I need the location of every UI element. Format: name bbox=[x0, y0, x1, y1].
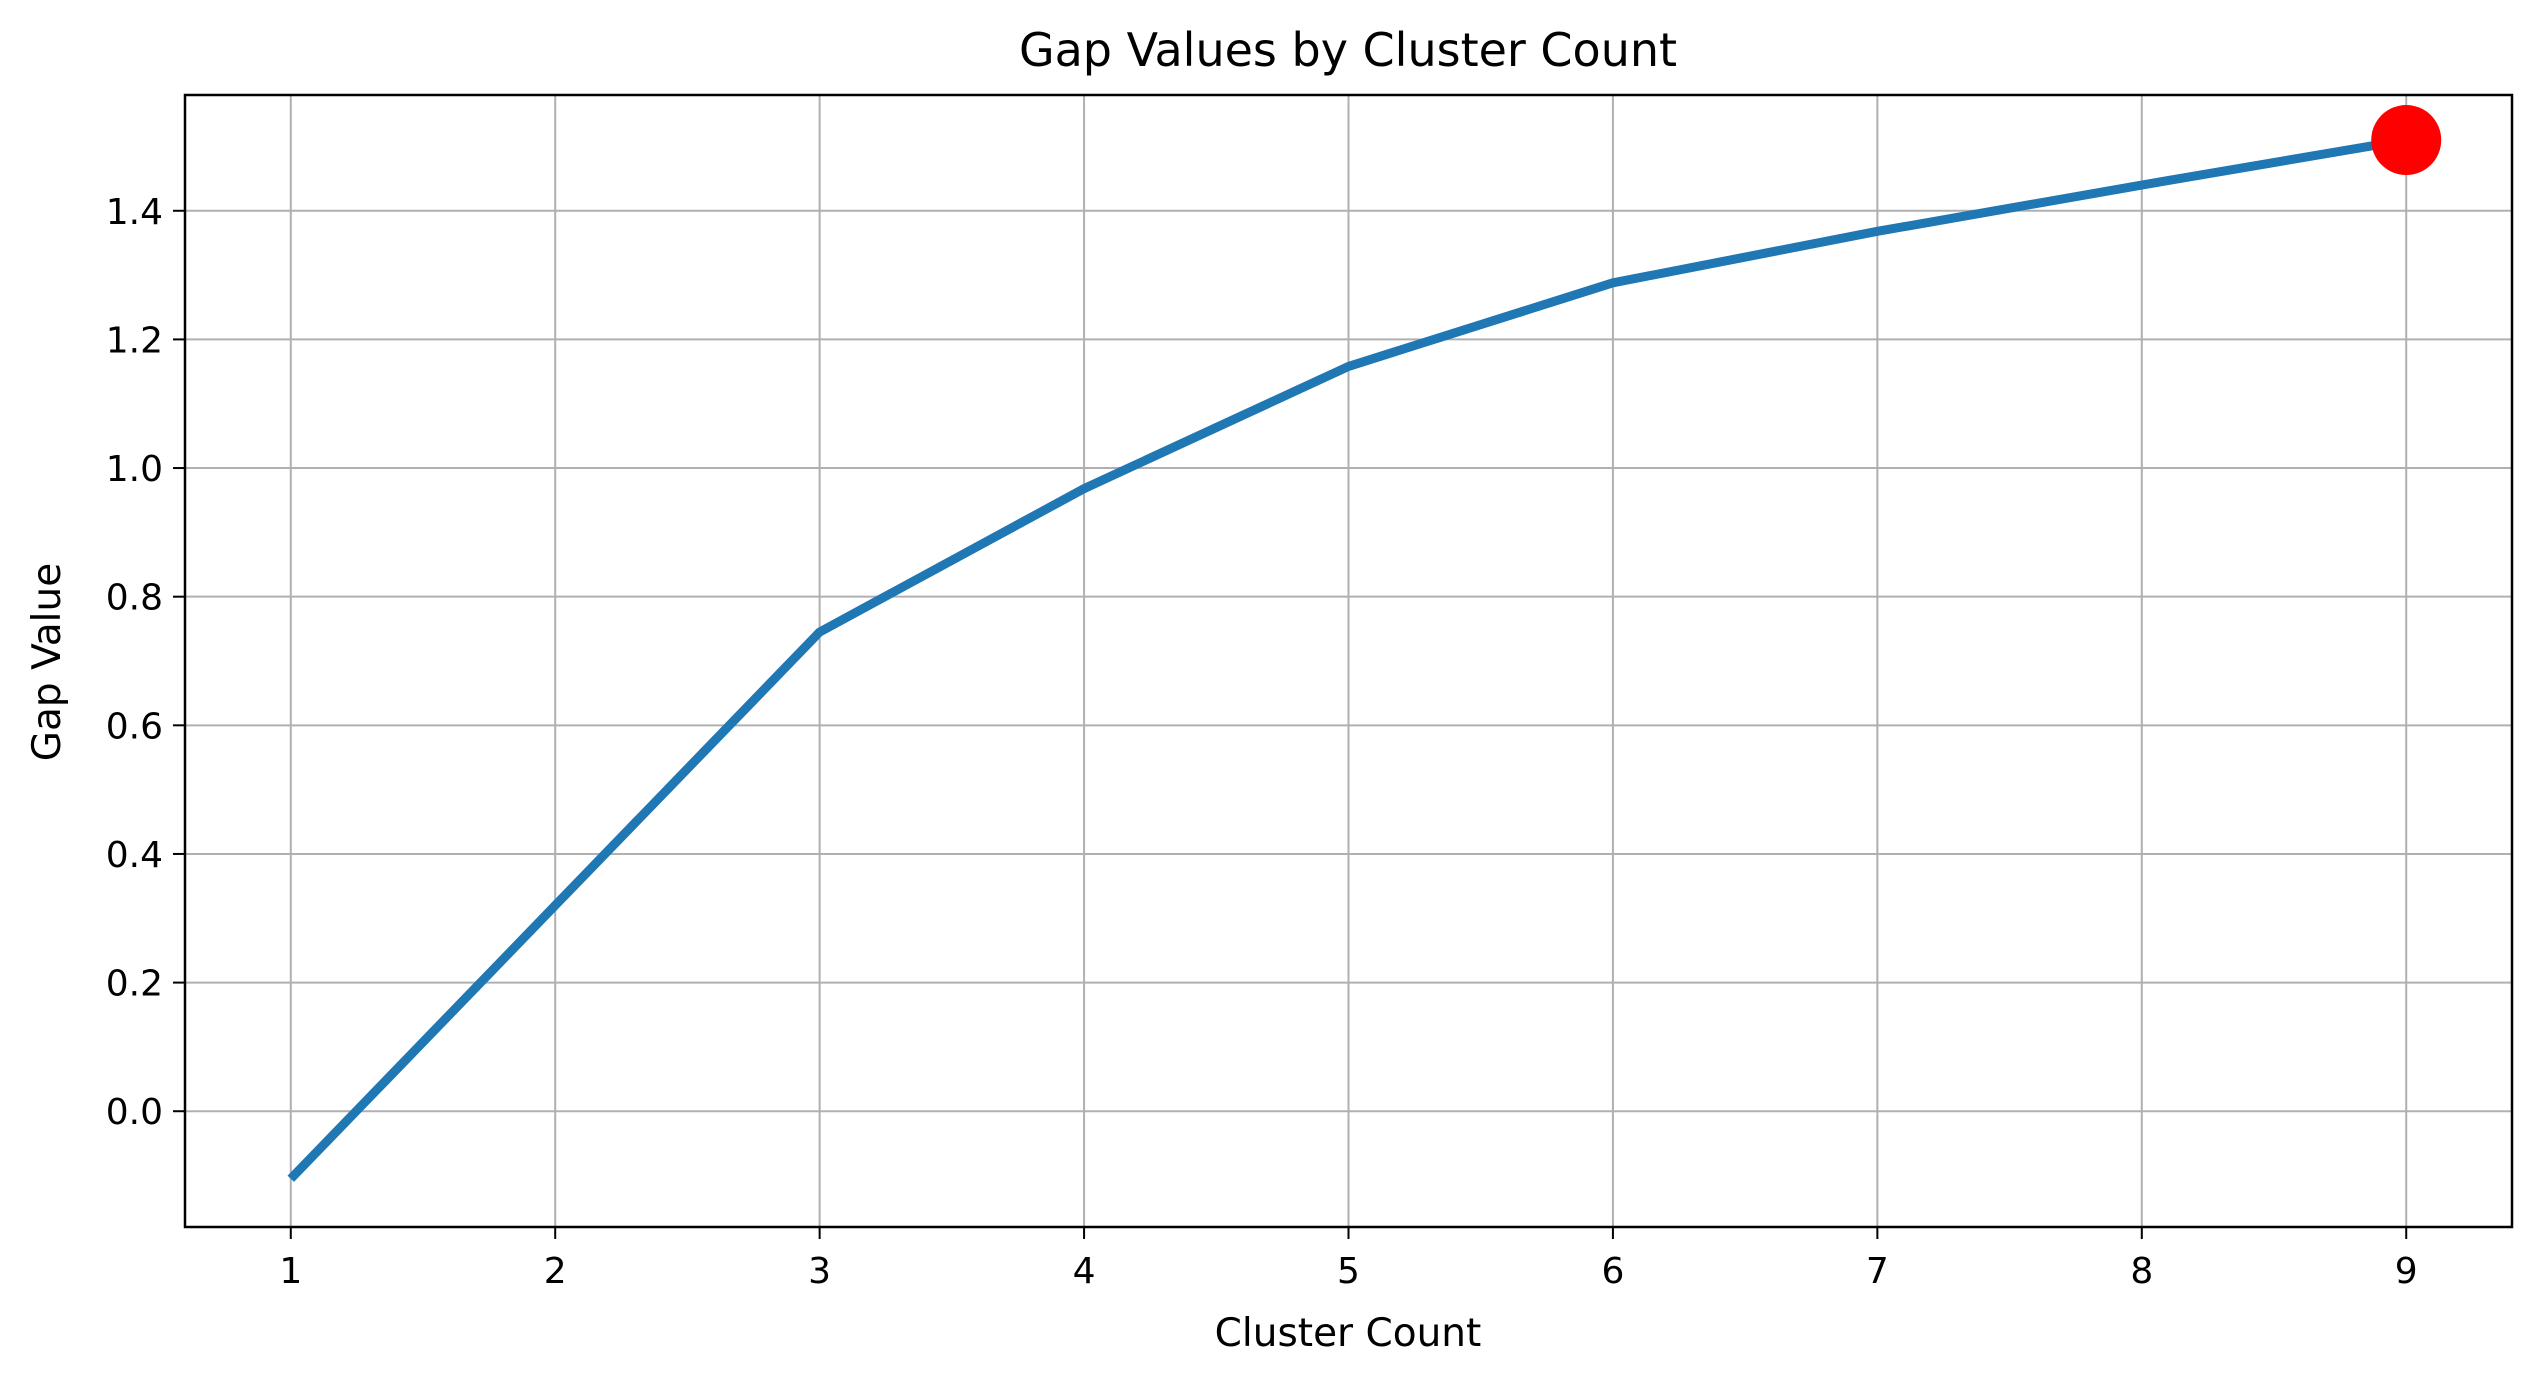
x-tick-label: 4 bbox=[1073, 1251, 1096, 1292]
x-tick-label: 9 bbox=[2395, 1251, 2418, 1292]
y-tick-label: 1.4 bbox=[106, 192, 163, 233]
x-tick-label: 3 bbox=[808, 1251, 831, 1292]
x-tick-label: 6 bbox=[1601, 1251, 1624, 1292]
y-tick-label: 0.0 bbox=[106, 1092, 163, 1133]
chart-title: Gap Values by Cluster Count bbox=[1019, 23, 1677, 77]
y-tick-label: 0.6 bbox=[106, 706, 163, 747]
y-tick-label: 1.0 bbox=[106, 449, 163, 490]
x-tick-label: 1 bbox=[279, 1251, 302, 1292]
x-axis-label: Cluster Count bbox=[1215, 1311, 1482, 1356]
y-axis-label: Gap Value bbox=[25, 563, 70, 761]
y-tick-label: 0.2 bbox=[106, 964, 163, 1005]
best-k-marker bbox=[2371, 105, 2441, 175]
x-tick-label: 5 bbox=[1337, 1251, 1360, 1292]
x-tick-label: 2 bbox=[544, 1251, 567, 1292]
x-tick-label: 8 bbox=[2130, 1251, 2153, 1292]
y-tick-label: 1.2 bbox=[106, 320, 163, 361]
y-tick-label: 0.8 bbox=[106, 578, 163, 619]
x-tick-label: 7 bbox=[1866, 1251, 1889, 1292]
highlight-marker bbox=[2371, 105, 2441, 175]
y-tick-label: 0.4 bbox=[106, 835, 163, 876]
